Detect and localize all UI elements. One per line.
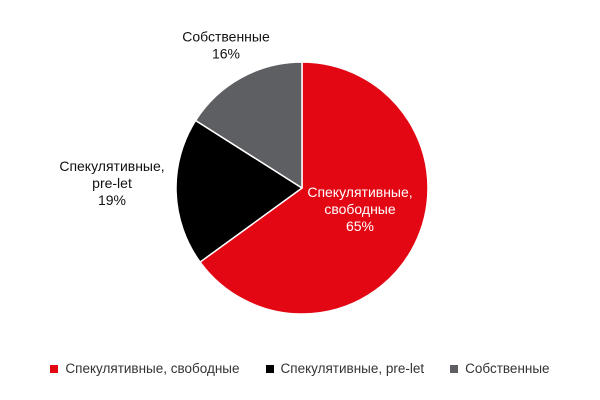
slice-own [194,61,303,189]
legend-label-own: Собственные [465,361,550,376]
legend-swatch-speculative-free [50,364,59,373]
pie-data-labels: Спекулятивные, свободные 65%Спекулятивные,… [59,29,412,235]
legend-item-own: Собственные [450,361,550,376]
slice-name-line: Спекулятивные, [307,184,412,200]
chart-legend: Спекулятивные, свободные Спекулятивные, … [0,361,600,376]
label-speculative-prelet: Спекулятивные, pre-let 19% [59,158,164,208]
slice-speculative-prelet [175,119,303,263]
slice-name-line: Спекулятивные, [59,158,164,174]
slice-percent: 65% [346,218,374,234]
legend-label-speculative-prelet: Спекулятивные, pre-let [280,361,425,376]
label-speculative-free: Спекулятивные, свободные 65% [307,184,412,234]
slice-name-line: свободные [324,201,396,217]
legend-label-speculative-free: Спекулятивные, свободные [65,361,240,376]
legend-item-speculative-free: Спекулятивные, свободные [50,361,240,376]
slice-name-line: Собственные [182,29,270,45]
pie-slices [175,61,429,315]
slice-name-line: pre-let [92,175,132,191]
slice-speculative-free [199,61,429,315]
legend-swatch-speculative-prelet [265,364,274,373]
label-own: Собственные 16% [182,29,270,62]
legend-swatch-own [450,364,459,373]
legend-item-speculative-prelet: Спекулятивные, pre-let [265,361,425,376]
slice-percent: 19% [98,192,126,208]
slice-percent: 16% [212,46,240,62]
